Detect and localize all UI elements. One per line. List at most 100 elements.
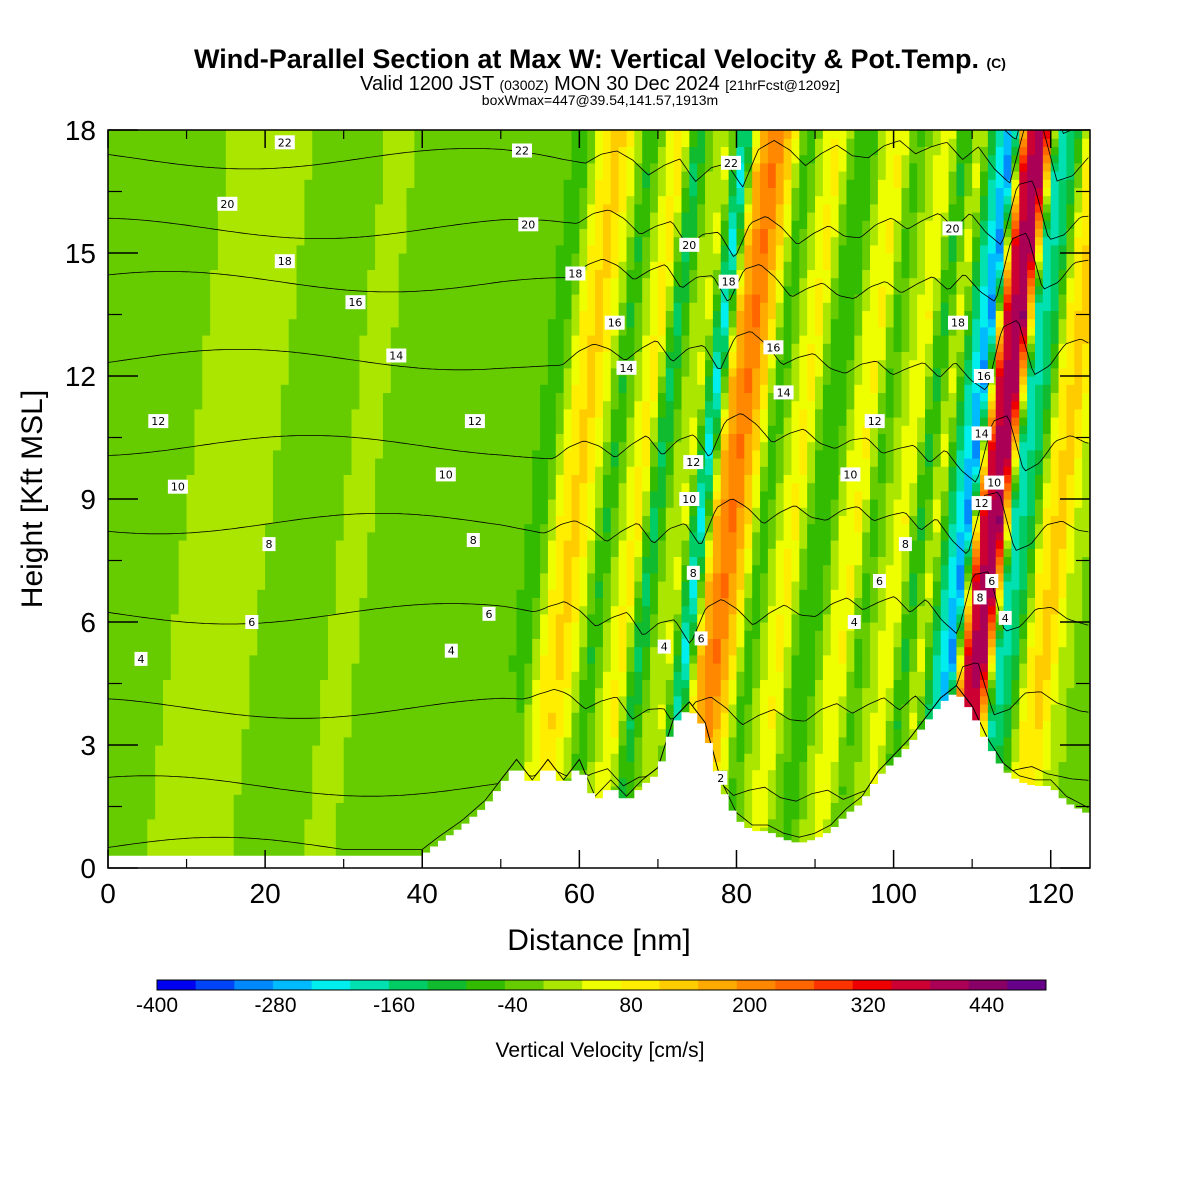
w-cell [477,695,486,705]
w-cell [194,613,203,623]
w-cell [492,540,502,549]
w-cell [406,818,415,828]
w-cell [186,638,196,648]
w-cell [327,203,337,213]
w-cell [445,302,455,311]
w-cell [241,663,251,672]
w-cell [217,507,227,516]
w-cell [272,384,282,393]
w-cell [280,326,290,336]
w-cell [508,294,518,303]
w-cell [241,769,251,779]
w-cell [217,146,227,156]
w-cell [461,482,470,492]
w-cell [382,376,392,385]
w-cell [170,794,180,803]
w-cell [461,253,470,262]
w-cell [241,753,251,762]
w-cell [453,810,463,820]
w-cell [500,720,510,730]
w-cell [390,138,400,147]
w-cell [272,818,282,828]
w-cell [351,564,360,574]
w-cell [265,179,274,188]
w-cell [288,761,298,771]
w-cell [194,351,203,361]
w-cell [359,244,368,254]
w-cell [257,646,266,656]
w-cell [453,367,463,377]
w-cell [375,384,384,393]
w-cell [123,597,133,607]
w-cell [155,745,164,754]
w-cell [367,654,376,664]
w-cell [335,704,345,713]
w-cell [194,507,203,516]
w-cell [516,466,525,475]
w-cell [390,212,400,221]
w-cell [445,613,455,623]
w-cell [461,810,470,820]
w-cell [108,392,117,402]
w-cell [485,531,494,541]
w-cell [272,187,282,197]
w-cell [217,515,227,525]
w-cell [359,802,368,812]
w-cell [202,179,211,188]
w-cell [382,654,392,664]
w-cell [508,220,518,229]
w-cell [233,474,243,484]
w-cell [155,564,164,574]
w-cell [453,712,463,721]
w-cell [241,449,251,459]
w-cell [288,384,298,393]
w-cell [288,843,298,853]
w-cell [500,195,510,205]
w-cell [139,244,148,254]
w-cell [430,367,439,377]
w-cell [461,408,470,418]
w-cell [492,704,502,713]
w-cell [131,720,141,730]
w-cell [327,408,337,418]
w-cell [477,736,486,746]
w-cell [265,244,274,254]
w-cell [186,679,196,689]
w-cell [257,499,266,508]
w-cell [327,376,337,385]
w-cell [288,220,298,229]
w-cell [272,203,282,213]
w-cell [139,720,148,730]
w-cell [430,425,439,434]
w-cell [351,802,360,812]
w-cell [312,326,321,336]
w-cell [115,687,125,697]
w-cell [186,367,196,377]
w-cell [115,220,125,229]
w-cell [280,622,290,631]
w-cell [382,154,392,164]
w-cell [178,351,188,361]
w-cell [131,679,141,689]
w-cell [382,146,392,156]
w-cell [437,351,447,361]
w-cell [296,400,305,410]
w-cell [249,400,258,410]
w-cell [265,810,274,820]
w-cell [351,646,360,656]
w-cell [320,663,329,672]
w-cell [516,581,525,590]
w-cell [390,572,400,582]
w-cell [508,499,518,508]
w-cell [312,359,321,369]
w-cell [398,720,408,730]
w-cell [453,228,463,238]
w-cell [155,786,164,795]
w-cell [241,515,251,525]
w-cell [500,359,510,369]
w-cell [398,220,408,229]
w-cell [115,294,125,303]
w-cell [414,130,423,139]
w-cell [115,244,125,254]
w-cell [312,712,321,721]
